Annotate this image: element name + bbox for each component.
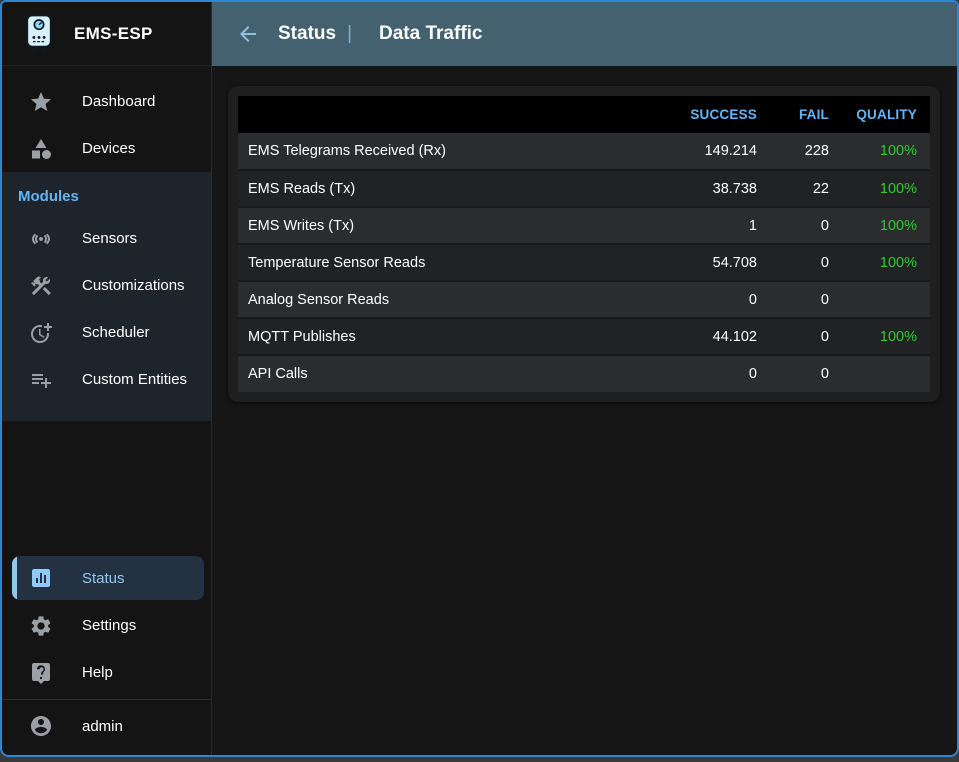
sidebar-item-label: Devices bbox=[82, 140, 136, 157]
sidebar-item-label: Scheduler bbox=[82, 324, 150, 341]
table-row: API Calls 0 0 bbox=[238, 355, 930, 392]
sidebar-item-label: Help bbox=[82, 664, 113, 681]
table-row: Analog Sensor Reads 0 0 bbox=[238, 281, 930, 319]
sidebar-item-devices[interactable]: Devices bbox=[2, 125, 211, 172]
column-header-success: SUCCESS bbox=[627, 96, 757, 133]
topbar-section-title: Status bbox=[278, 23, 337, 44]
column-header-fail: FAIL bbox=[757, 96, 829, 133]
star-icon bbox=[31, 91, 51, 111]
sidebar-item-customizations[interactable]: Customizations bbox=[2, 262, 211, 309]
row-success: 1 bbox=[627, 207, 757, 245]
row-fail: 228 bbox=[757, 133, 829, 171]
sidebar-user[interactable]: admin bbox=[2, 700, 211, 752]
row-quality: 100% bbox=[829, 318, 930, 356]
table-row: EMS Telegrams Received (Rx) 149.214 228 … bbox=[238, 133, 930, 171]
sidebar-item-settings[interactable]: Settings bbox=[2, 602, 211, 649]
sidebar-item-label: Settings bbox=[82, 617, 137, 634]
row-quality: 100% bbox=[829, 207, 930, 245]
row-label: EMS Writes (Tx) bbox=[238, 207, 627, 245]
row-fail: 0 bbox=[757, 244, 829, 282]
sidebar-item-label: Customizations bbox=[82, 277, 185, 294]
column-header-metric bbox=[238, 96, 627, 133]
column-header-quality: QUALITY bbox=[829, 96, 930, 133]
arrow-back-icon bbox=[240, 26, 256, 42]
row-success: 44.102 bbox=[627, 318, 757, 356]
row-quality bbox=[829, 355, 930, 392]
row-success: 0 bbox=[627, 355, 757, 392]
more-time-icon bbox=[31, 322, 52, 343]
sensors-icon bbox=[32, 233, 50, 244]
sidebar-item-label: Custom Entities bbox=[82, 371, 188, 388]
table-row: Temperature Sensor Reads 54.708 0 100% bbox=[238, 244, 930, 282]
row-success: 0 bbox=[627, 281, 757, 319]
account-circle-icon bbox=[31, 716, 51, 736]
row-label: EMS Telegrams Received (Rx) bbox=[238, 133, 627, 171]
back-button[interactable] bbox=[234, 20, 262, 48]
row-quality: 100% bbox=[829, 133, 930, 171]
row-label: EMS Reads (Tx) bbox=[238, 170, 627, 208]
boiler-icon bbox=[22, 13, 56, 55]
table-row: EMS Writes (Tx) 1 0 100% bbox=[238, 207, 930, 245]
row-fail: 0 bbox=[757, 355, 829, 392]
playlist-add-icon bbox=[32, 373, 51, 388]
modules-section-title: Modules bbox=[18, 188, 79, 205]
main-area: Status | Data Traffic SUCCESS FAIL QUALI… bbox=[212, 2, 957, 755]
topbar-separator: | bbox=[347, 23, 353, 44]
sidebar-modules-group: Modules Sensors Customizations Scheduler… bbox=[2, 172, 211, 421]
row-quality bbox=[829, 281, 930, 319]
sidebar-item-sensors[interactable]: Sensors bbox=[2, 215, 211, 262]
sidebar-item-label: Sensors bbox=[82, 230, 138, 247]
sidebar-item-dashboard[interactable]: Dashboard bbox=[2, 78, 211, 125]
sidebar-item-label: Status bbox=[82, 569, 125, 587]
row-fail: 0 bbox=[757, 281, 829, 319]
app-title: EMS-ESP bbox=[74, 23, 153, 43]
row-success: 38.738 bbox=[627, 170, 757, 208]
row-label: Temperature Sensor Reads bbox=[238, 244, 627, 282]
analytics-icon bbox=[32, 569, 50, 587]
row-label: Analog Sensor Reads bbox=[238, 281, 627, 319]
sidebar-primary-group: Dashboard Devices bbox=[2, 66, 211, 172]
category-icon bbox=[32, 138, 51, 159]
sidebar-header: EMS-ESP bbox=[2, 2, 211, 66]
table-header-row: SUCCESS FAIL QUALITY bbox=[238, 96, 930, 133]
table-row: EMS Reads (Tx) 38.738 22 100% bbox=[238, 170, 930, 208]
sidebar: EMS-ESP Dashboard Devices Modules Sensor… bbox=[2, 2, 212, 755]
gear-icon bbox=[31, 615, 51, 636]
row-quality: 100% bbox=[829, 244, 930, 282]
row-fail: 0 bbox=[757, 207, 829, 245]
table-row: MQTT Publishes 44.102 0 100% bbox=[238, 318, 930, 356]
sidebar-item-status[interactable]: Status bbox=[12, 556, 204, 600]
topbar: Status | Data Traffic bbox=[212, 2, 957, 66]
sidebar-item-scheduler[interactable]: Scheduler bbox=[2, 309, 211, 356]
row-fail: 22 bbox=[757, 170, 829, 208]
data-traffic-table: SUCCESS FAIL QUALITY EMS Telegrams Recei… bbox=[238, 96, 930, 392]
row-success: 54.708 bbox=[627, 244, 757, 282]
sidebar-bottom-group: Status Settings Help admin bbox=[2, 556, 211, 755]
page-title: Data Traffic bbox=[379, 23, 483, 44]
sidebar-item-label: Dashboard bbox=[82, 93, 156, 110]
help-icon bbox=[32, 662, 50, 684]
row-label: API Calls bbox=[238, 355, 627, 392]
row-quality: 100% bbox=[829, 170, 930, 208]
row-label: MQTT Publishes bbox=[238, 318, 627, 356]
data-traffic-card: SUCCESS FAIL QUALITY EMS Telegrams Recei… bbox=[228, 86, 940, 402]
construction-icon bbox=[31, 276, 51, 295]
sidebar-item-help[interactable]: Help bbox=[2, 649, 211, 696]
user-name: admin bbox=[82, 717, 123, 735]
sidebar-item-custom-entities[interactable]: Custom Entities bbox=[2, 356, 211, 403]
row-fail: 0 bbox=[757, 318, 829, 356]
row-success: 149.214 bbox=[627, 133, 757, 171]
sidebar-divider bbox=[2, 699, 211, 700]
